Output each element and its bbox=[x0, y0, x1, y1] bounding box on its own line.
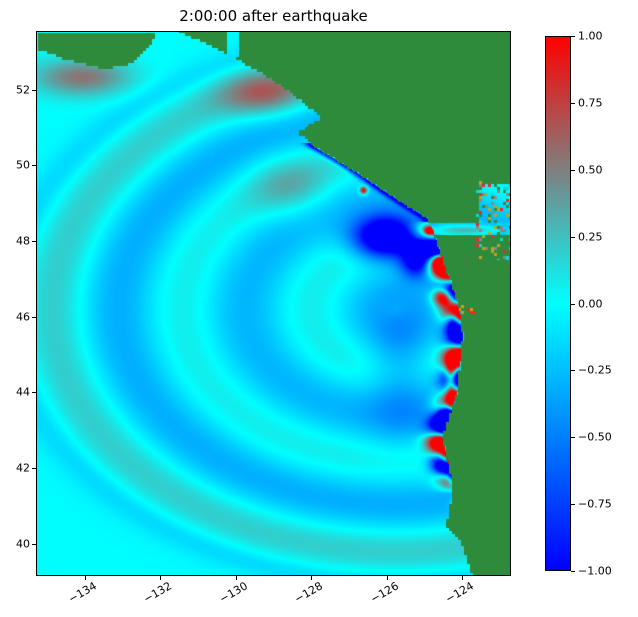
x-tick-label: −124 bbox=[443, 579, 476, 606]
colorbar-tick bbox=[571, 437, 575, 439]
colorbar-tick bbox=[571, 571, 575, 572]
plot-title: 2:00:00 after earthquake bbox=[179, 7, 368, 25]
y-tick bbox=[32, 89, 36, 91]
colorbar-tick-label: −0.50 bbox=[578, 430, 612, 444]
x-tick bbox=[85, 576, 86, 580]
y-tick bbox=[32, 468, 36, 470]
x-tick bbox=[461, 576, 463, 580]
colorbar-tick-label: 0.25 bbox=[578, 230, 603, 244]
y-tick bbox=[32, 241, 36, 243]
colorbar bbox=[545, 36, 571, 571]
colorbar-tick bbox=[571, 303, 575, 305]
x-tick-label: −134 bbox=[66, 579, 99, 606]
colorbar-tick bbox=[571, 169, 575, 171]
y-tick-label: 44 bbox=[16, 385, 30, 399]
x-tick bbox=[235, 576, 237, 580]
colorbar-tick bbox=[571, 370, 575, 372]
colorbar-tick-label: −1.00 bbox=[578, 564, 612, 578]
x-tick-label: −130 bbox=[217, 579, 250, 606]
y-tick-label: 52 bbox=[16, 83, 30, 97]
x-tick bbox=[386, 576, 388, 580]
y-tick-label: 46 bbox=[16, 310, 30, 324]
colorbar-tick-label: −0.25 bbox=[578, 363, 612, 377]
y-tick-label: 50 bbox=[16, 158, 30, 172]
colorbar-tick-label: 1.00 bbox=[578, 29, 603, 43]
y-tick bbox=[32, 392, 36, 394]
map-plot-area bbox=[36, 31, 511, 576]
colorbar-tick-label: 0.00 bbox=[578, 297, 603, 310]
y-tick-label: 48 bbox=[16, 234, 30, 248]
colorbar-tick bbox=[571, 36, 575, 37]
x-tick bbox=[311, 576, 313, 580]
y-tick bbox=[32, 543, 36, 545]
y-tick-label: 42 bbox=[16, 461, 30, 475]
x-tick-label: −126 bbox=[367, 579, 401, 606]
y-tick bbox=[32, 316, 36, 318]
x-tick-label: −132 bbox=[141, 579, 175, 606]
colorbar-tick-label: −0.75 bbox=[578, 497, 612, 511]
wave-field-canvas bbox=[37, 32, 510, 575]
colorbar-tick bbox=[571, 236, 575, 238]
y-tick bbox=[32, 165, 36, 167]
y-tick-label: 40 bbox=[16, 537, 30, 551]
x-tick bbox=[160, 576, 162, 580]
x-tick-label: −128 bbox=[292, 579, 326, 606]
colorbar-tick-label: 0.75 bbox=[578, 96, 603, 110]
colorbar-tick bbox=[571, 102, 575, 104]
colorbar-tick bbox=[571, 504, 575, 506]
colorbar-tick-label: 0.50 bbox=[578, 163, 603, 177]
